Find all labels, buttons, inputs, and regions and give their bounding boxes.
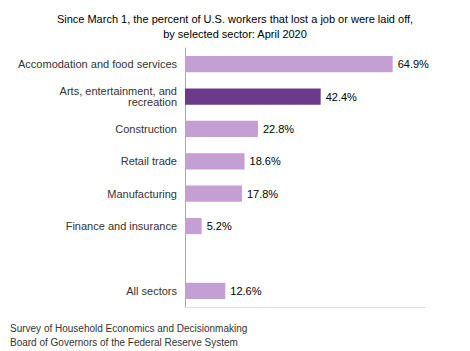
- svg-text:Survey of Household Economics: Survey of Household Economics and Decisi…: [10, 323, 247, 334]
- svg-text:Since March 1, the percent of: Since March 1, the percent of U.S. worke…: [57, 13, 413, 25]
- svg-text:All sectors: All sectors: [126, 285, 177, 297]
- svg-text:17.8%: 17.8%: [247, 188, 278, 200]
- svg-text:Finance and insurance: Finance and insurance: [66, 220, 177, 232]
- svg-text:18.6%: 18.6%: [250, 155, 281, 167]
- svg-text:Board of Governors of the Fede: Board of Governors of the Federal Reserv…: [10, 337, 238, 348]
- svg-text:recreation: recreation: [128, 96, 177, 108]
- svg-text:42.4%: 42.4%: [326, 91, 357, 103]
- svg-text:5.2%: 5.2%: [207, 220, 232, 232]
- svg-text:Construction: Construction: [115, 123, 177, 135]
- svg-text:22.8%: 22.8%: [263, 123, 294, 135]
- svg-text:Accomodation and food services: Accomodation and food services: [18, 58, 177, 70]
- svg-text:Arts, entertainment, and: Arts, entertainment, and: [59, 85, 177, 98]
- svg-text:64.9%: 64.9%: [398, 58, 429, 70]
- svg-text:Manufacturing: Manufacturing: [107, 188, 177, 200]
- svg-text:12.6%: 12.6%: [230, 285, 261, 297]
- svg-text:Retail trade: Retail trade: [121, 155, 177, 167]
- svg-text:by selected sector: April 2020: by selected sector: April 2020: [163, 28, 307, 40]
